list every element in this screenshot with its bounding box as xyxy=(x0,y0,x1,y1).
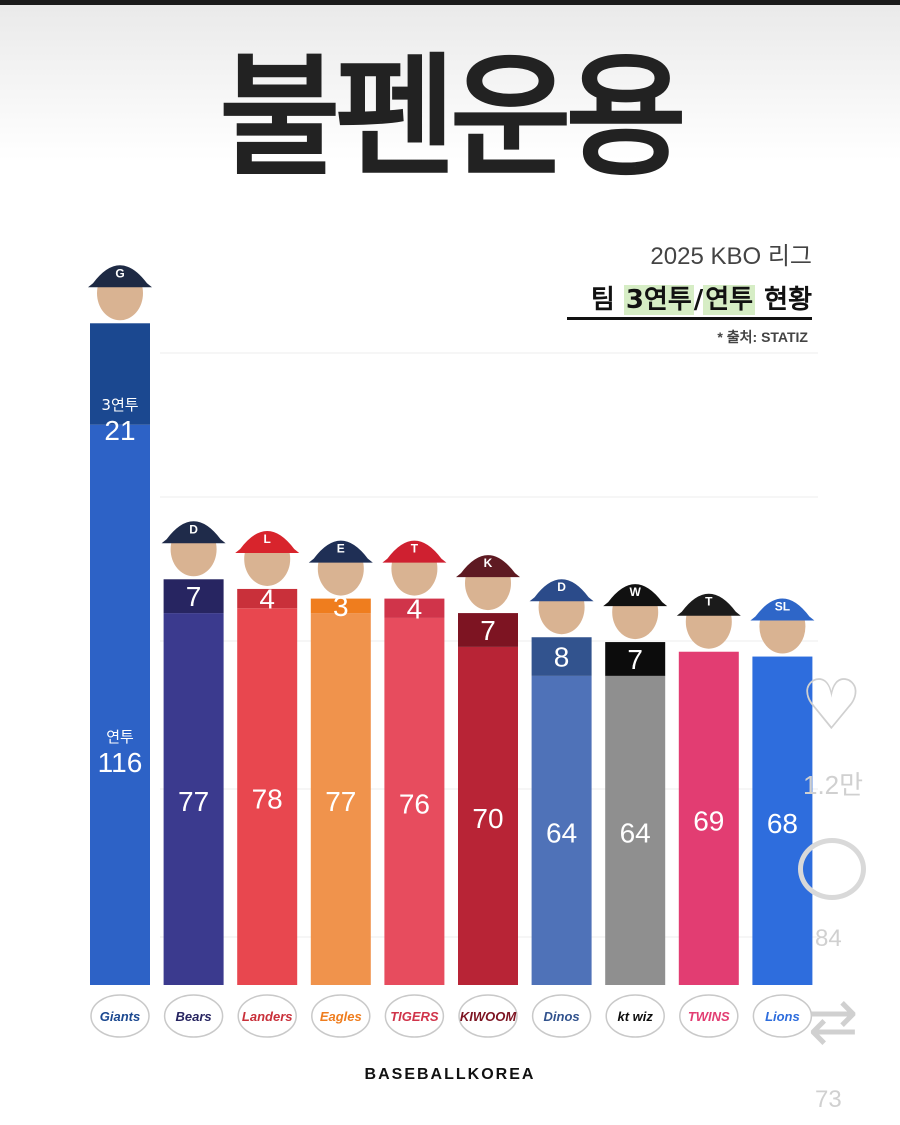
source-note: * 출처: STATIZ xyxy=(717,329,808,345)
team-logo-badge xyxy=(531,994,592,1038)
team-logo-badge xyxy=(605,994,665,1038)
bar-consecutive-2 xyxy=(237,608,298,985)
value-label-consecutive: 64 xyxy=(546,817,577,848)
comment-count: 84 xyxy=(815,925,842,952)
brand-footer: BASEBALLKOREA xyxy=(364,1066,536,1083)
value-label-consecutive: 64 xyxy=(620,817,651,848)
bar-consecutive-8 xyxy=(678,651,739,985)
player-cap xyxy=(603,584,668,607)
bar-three-consecutive-4 xyxy=(384,598,445,618)
bar-consecutive-0 xyxy=(90,424,150,986)
value-label-consecutive: 77 xyxy=(325,786,356,817)
team-logo-text: TWINS xyxy=(688,1009,730,1024)
cap-logo: G xyxy=(115,266,124,280)
player-cap xyxy=(161,521,226,544)
value-label-consecutive: 68 xyxy=(767,808,798,839)
team-logo-text: Bears xyxy=(176,1009,212,1024)
cap-logo: D xyxy=(557,580,566,594)
player-cap xyxy=(308,540,373,563)
bar-three-consecutive-6 xyxy=(531,637,592,676)
team-logo-badge xyxy=(237,994,297,1038)
bar-three-consecutive-0 xyxy=(90,323,150,425)
value-label-three-consecutive: 8 xyxy=(554,642,570,673)
team-logo-badge xyxy=(163,994,224,1038)
heading-slash: / xyxy=(693,285,704,315)
heading-highlight-consecutive: 연투 xyxy=(703,285,756,315)
player-cap xyxy=(235,530,300,553)
team-logo-text: Landers xyxy=(242,1009,293,1024)
cap-logo: SL xyxy=(775,600,790,614)
value-label-three-consecutive: 4 xyxy=(259,584,275,615)
season-label: 2025 KBO 리그 xyxy=(650,243,812,270)
value-label-consecutive: 70 xyxy=(472,803,503,834)
bar-consecutive-9 xyxy=(752,656,813,985)
bar-three-consecutive-2 xyxy=(237,588,298,609)
player-cap xyxy=(676,593,741,616)
series-label-consecutive: 연투 xyxy=(106,728,134,746)
player-cap xyxy=(88,265,152,288)
bar-three-consecutive-5 xyxy=(458,613,518,647)
series-label-three-consecutive: 3연투 xyxy=(101,396,138,414)
heading-underline xyxy=(567,317,812,320)
bar-three-consecutive-1 xyxy=(163,579,224,614)
player-cap xyxy=(750,598,815,621)
value-label-three-consecutive: 4 xyxy=(407,593,423,624)
share-count: 73 xyxy=(815,1086,842,1113)
cap-logo: E xyxy=(337,542,345,556)
team-logo-text: Eagles xyxy=(320,1009,362,1024)
bar-consecutive-1 xyxy=(163,613,224,985)
like-count: 1.2만 xyxy=(803,770,864,800)
bar-consecutive-7 xyxy=(605,675,666,985)
heading-highlight-3-consecutive: 3연투 xyxy=(623,285,694,315)
value-label-consecutive: 77 xyxy=(178,786,209,817)
value-label-consecutive: 76 xyxy=(399,788,430,819)
team-logo-badge xyxy=(311,994,371,1038)
player-cap xyxy=(529,579,594,602)
value-label-three-consecutive: 21 xyxy=(104,415,135,446)
top-edge-bar xyxy=(0,0,900,5)
team-logo-text: kt wiz xyxy=(617,1009,653,1024)
value-label-three-consecutive: 3 xyxy=(333,591,349,622)
heart-icon[interactable]: ♡ xyxy=(800,666,863,744)
main-title: 불펜운용 xyxy=(219,41,687,195)
bar-consecutive-5 xyxy=(458,646,518,985)
chart-subtitle-box: 2025 KBO 리그 팀 3연투/연투 현황 xyxy=(591,236,812,316)
cap-logo: K xyxy=(484,556,493,570)
team-logo-badge xyxy=(679,994,739,1038)
value-label-three-consecutive: 7 xyxy=(186,581,202,612)
value-label-three-consecutive: 7 xyxy=(627,644,643,675)
bar-consecutive-6 xyxy=(531,675,592,985)
value-label-consecutive: 78 xyxy=(252,784,283,815)
player-cap xyxy=(456,555,520,578)
team-logo-text: Giants xyxy=(100,1009,140,1024)
team-logo-badge xyxy=(384,994,445,1038)
repost-icon[interactable]: ⇄ xyxy=(808,988,859,1055)
team-logo-badge xyxy=(90,994,150,1038)
player-cap xyxy=(382,540,447,563)
team-logo-badge xyxy=(752,994,813,1038)
heading-suffix: 현황 xyxy=(755,285,812,315)
heading-prefix: 팀 xyxy=(590,285,624,315)
cap-logo: W xyxy=(630,585,642,599)
bar-consecutive-4 xyxy=(384,617,445,985)
cap-logo: L xyxy=(264,532,271,546)
cap-logo: T xyxy=(411,542,419,556)
cap-logo: T xyxy=(705,595,713,609)
chart-heading: 팀 3연투/연투 현황 xyxy=(591,279,812,316)
team-logo-text: Lions xyxy=(765,1009,800,1024)
value-label-three-consecutive: 7 xyxy=(480,615,496,646)
bar-three-consecutive-7 xyxy=(605,642,666,676)
team-logo-text: Dinos xyxy=(544,1009,580,1024)
value-label-consecutive: 69 xyxy=(693,805,724,836)
team-logo-text: TIGERS xyxy=(390,1009,439,1024)
bar-consecutive-3 xyxy=(310,613,371,985)
value-label-consecutive: 116 xyxy=(98,747,143,778)
bar-three-consecutive-3 xyxy=(310,598,371,614)
cap-logo: D xyxy=(189,522,198,536)
team-logo-text: KIWOOM xyxy=(460,1009,517,1024)
comment-icon[interactable] xyxy=(798,838,866,900)
team-logo-badge xyxy=(458,994,518,1038)
